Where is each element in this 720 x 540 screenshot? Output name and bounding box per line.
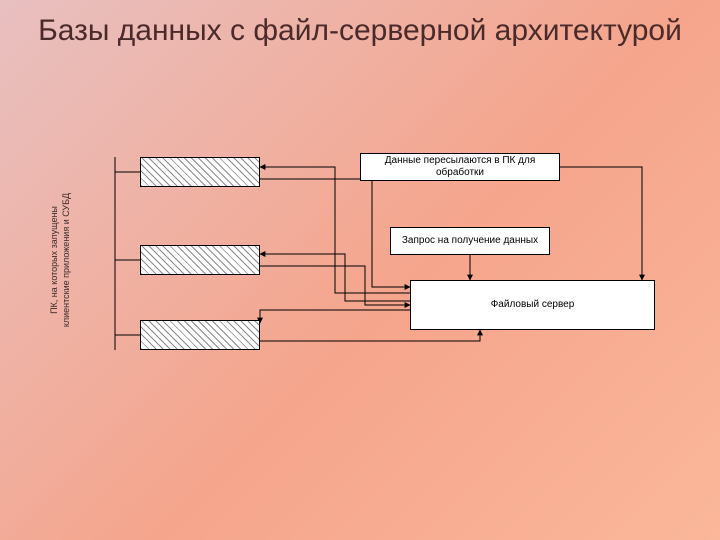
architecture-diagram: Данные пересылаются в ПК для обработки З… xyxy=(80,135,670,425)
client-pc-2 xyxy=(140,245,260,275)
client-pc-1 xyxy=(140,157,260,187)
client-pc-3 xyxy=(140,320,260,350)
file-server-box: Файловый сервер xyxy=(410,280,655,330)
query-label: Запрос на получение данных xyxy=(390,227,550,255)
data-sent-label: Данные пересылаются в ПК для обработки xyxy=(360,153,560,181)
pc-group-label-line1: ПК, на которых запущены xyxy=(49,170,59,350)
pc-group-label-line2: клиентские приложения и СУБД xyxy=(61,170,71,350)
page-title: Базы данных с файл-серверной архитектуро… xyxy=(0,12,720,50)
